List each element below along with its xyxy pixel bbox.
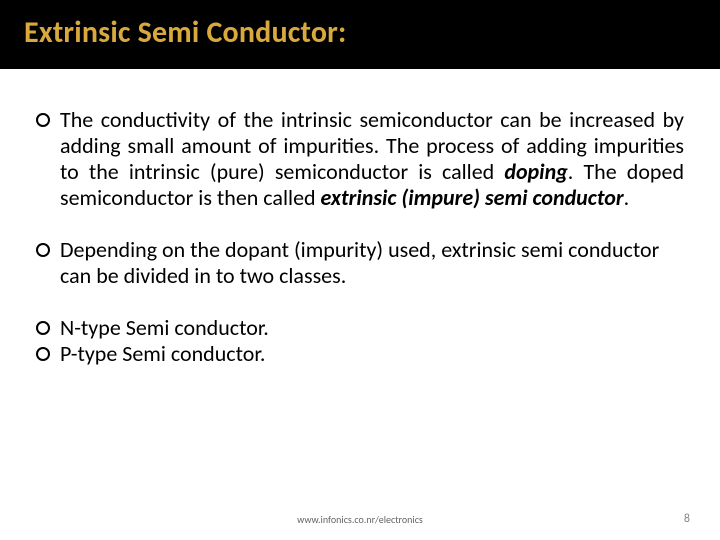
bullet-text: N-type Semi conductor. <box>60 315 269 341</box>
circle-bullet-icon <box>36 243 50 257</box>
slide-title: Extrinsic Semi Conductor: <box>24 14 696 51</box>
page-number: 8 <box>684 512 690 526</box>
body-text: N-type Semi conductor. <box>60 314 269 341</box>
emphasis-text: doping <box>504 158 567 185</box>
bullet-item: N-type Semi conductor. <box>36 315 684 341</box>
body-text: . <box>624 184 630 211</box>
body-text: P-type Semi conductor. <box>60 340 265 367</box>
bullet-text: The conductivity of the intrinsic semico… <box>60 107 684 211</box>
slide-content: The conductivity of the intrinsic semico… <box>0 69 720 367</box>
title-band: Extrinsic Semi Conductor: <box>0 0 720 69</box>
bullet-text: P-type Semi conductor. <box>60 341 265 367</box>
footer-url: www.infonics.co.nr/electronics <box>0 513 720 526</box>
circle-bullet-icon <box>36 113 50 127</box>
bullet-item: Depending on the dopant (impurity) used,… <box>36 237 684 289</box>
emphasis-text: extrinsic (impure) semi conductor <box>321 184 624 211</box>
circle-bullet-icon <box>36 321 50 335</box>
bullet-item: P-type Semi conductor. <box>36 341 684 367</box>
bullet-text: Depending on the dopant (impurity) used,… <box>60 237 684 289</box>
circle-bullet-icon <box>36 347 50 361</box>
body-text: Depending on the dopant (impurity) used,… <box>60 236 659 289</box>
bullet-item: The conductivity of the intrinsic semico… <box>36 107 684 211</box>
